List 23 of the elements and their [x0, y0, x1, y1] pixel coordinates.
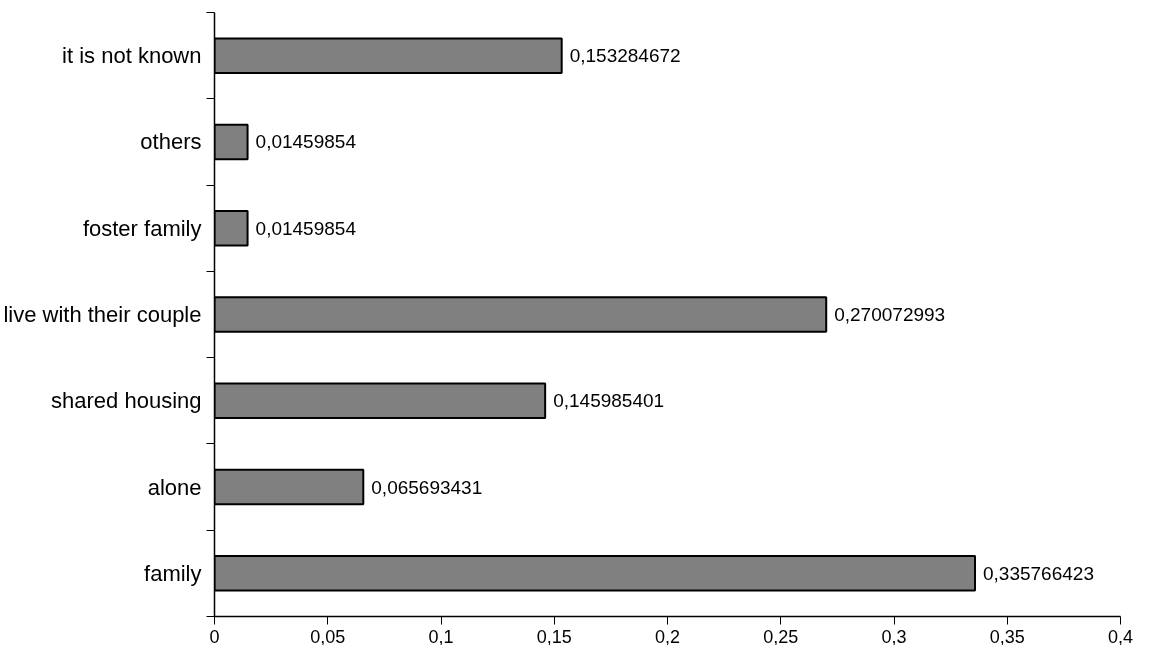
y-tick-label: others	[140, 129, 202, 155]
x-tick-label: 0,35	[989, 626, 1025, 647]
data-label: 0,065693431	[371, 476, 483, 498]
y-tick-label: alone	[147, 474, 202, 500]
data-label: 0,270072993	[834, 304, 946, 325]
x-tick-label: 0,1	[428, 626, 454, 647]
x-tick-label: 0,15	[536, 626, 572, 647]
x-tick-label: 0,2	[654, 626, 681, 647]
x-tick-label: 0,3	[881, 626, 907, 647]
y-tick-label: shared housing	[51, 388, 202, 414]
data-label: 0,01459854	[255, 217, 357, 239]
data-label: 0,01459854	[255, 131, 357, 153]
y-tick-label: family	[144, 560, 202, 586]
data-label: 0,153284672	[569, 45, 681, 67]
x-tick-label: 0,4	[1107, 626, 1134, 647]
x-tick-label: 0,05	[310, 626, 346, 647]
x-tick-label: 0,25	[763, 626, 799, 647]
y-tick-label: live with their couple	[3, 302, 202, 327]
data-label: 0,145985401	[553, 390, 665, 412]
data-label: 0,335766423	[983, 562, 1094, 584]
y-tick-label: foster family	[82, 215, 202, 241]
x-tick-label: 0	[209, 626, 220, 647]
y-tick-label: it is not known	[62, 43, 202, 69]
